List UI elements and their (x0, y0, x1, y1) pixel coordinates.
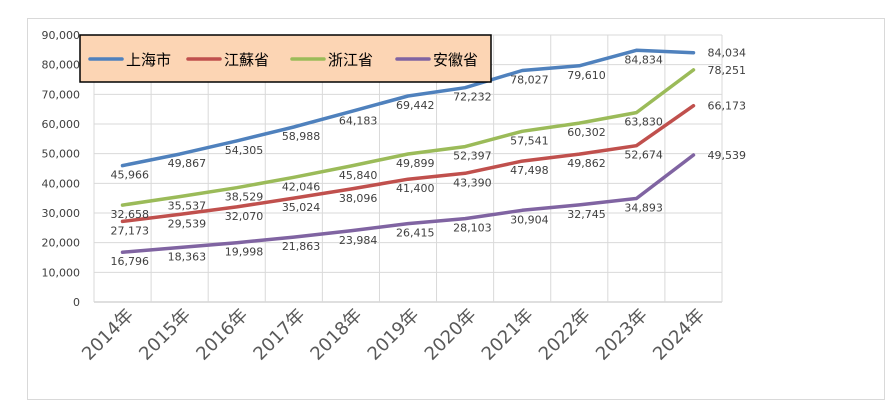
legend-label: 上海市 (126, 51, 171, 69)
y-tick-label: 20,000 (42, 237, 81, 250)
data-labels: 45,966 49,867 54,305 58,988 64,183 69,442 72,2… (111, 47, 746, 268)
series-line (120, 68, 696, 207)
series-lines (120, 48, 696, 254)
y-tick-label: 30,000 (42, 207, 81, 220)
data-label: 60,302 (567, 126, 606, 139)
data-label: 47,498 (510, 164, 549, 177)
x-tick-label: 2022年 (535, 305, 595, 365)
series-line (120, 48, 696, 168)
data-label: 45,966 (111, 169, 150, 182)
data-label: 66,173 (707, 100, 746, 113)
data-label: 30,904 (510, 213, 549, 226)
x-tick-label: 2017年 (249, 305, 309, 365)
data-label: 72,232 (453, 91, 492, 104)
y-tick-label: 80,000 (42, 59, 81, 72)
data-label: 58,988 (282, 130, 321, 143)
y-tick-label: 70,000 (42, 88, 81, 101)
data-label: 84,034 (707, 47, 746, 60)
x-tick-label: 2024年 (649, 305, 709, 365)
data-label: 52,674 (624, 149, 663, 162)
x-tick-label: 2016年 (192, 305, 252, 365)
data-label: 32,070 (225, 210, 264, 223)
data-label: 28,103 (453, 222, 492, 235)
data-label: 32,745 (567, 208, 606, 221)
data-label: 45,840 (339, 169, 378, 182)
y-tick-label: 0 (73, 296, 80, 309)
data-label: 78,027 (510, 74, 549, 87)
x-tick-label: 2023年 (592, 305, 652, 365)
data-label: 26,415 (396, 227, 435, 240)
data-label: 64,183 (339, 115, 378, 128)
x-tick-label: 2019年 (364, 305, 424, 365)
y-tick-label: 40,000 (42, 177, 81, 190)
data-label: 57,541 (510, 134, 549, 147)
data-label: 21,863 (282, 240, 321, 253)
x-tick-label: 2015年 (135, 305, 195, 365)
data-label: 16,796 (111, 255, 150, 268)
data-label: 38,529 (225, 191, 264, 204)
y-tick-label: 50,000 (42, 148, 81, 161)
data-label: 41,400 (396, 182, 435, 195)
data-label: 49,899 (396, 157, 435, 170)
data-label: 42,046 (282, 180, 321, 193)
series-line (120, 153, 696, 254)
data-label: 35,024 (282, 201, 321, 214)
series-line (120, 103, 696, 224)
y-tick-label: 60,000 (42, 118, 81, 131)
data-label: 23,984 (339, 234, 378, 247)
data-label: 18,363 (168, 251, 207, 264)
x-axis: 2014年2015年2016年2017年2018年2019年2020年2021年… (78, 305, 709, 365)
data-label: 29,539 (168, 217, 207, 230)
legend-label: 江蘇省 (224, 51, 269, 69)
y-tick-label: 90,000 (42, 29, 81, 42)
data-label: 63,830 (624, 116, 663, 129)
data-label: 79,610 (567, 69, 606, 82)
data-label: 49,867 (168, 157, 207, 170)
x-tick-label: 2014年 (78, 305, 138, 365)
y-axis: 0 10,000 20,000 30,000 40,000 50,000 60,000 70,… (42, 29, 81, 309)
data-label: 54,305 (225, 144, 264, 157)
y-tick-label: 10,000 (42, 266, 81, 279)
data-label: 32,658 (111, 208, 150, 221)
x-tick-label: 2018年 (306, 305, 366, 365)
data-label: 19,998 (225, 246, 264, 259)
data-label: 49,539 (707, 149, 746, 162)
data-label: 38,096 (339, 192, 378, 205)
data-label: 84,834 (624, 53, 663, 66)
x-tick-label: 2021年 (478, 305, 538, 365)
legend-label: 浙江省 (328, 51, 373, 69)
data-label: 34,893 (624, 201, 663, 214)
legend: 上海市 江蘇省 浙江省 安徽省 (79, 34, 492, 83)
data-label: 27,173 (111, 224, 150, 237)
x-tick-label: 2020年 (421, 305, 481, 365)
data-label: 49,862 (567, 157, 606, 170)
legend-label: 安徽省 (433, 51, 478, 69)
data-label: 78,251 (707, 64, 746, 77)
data-label: 69,442 (396, 99, 435, 112)
data-label: 43,390 (453, 176, 492, 189)
data-label: 52,397 (453, 150, 492, 163)
data-label: 35,537 (168, 200, 207, 213)
